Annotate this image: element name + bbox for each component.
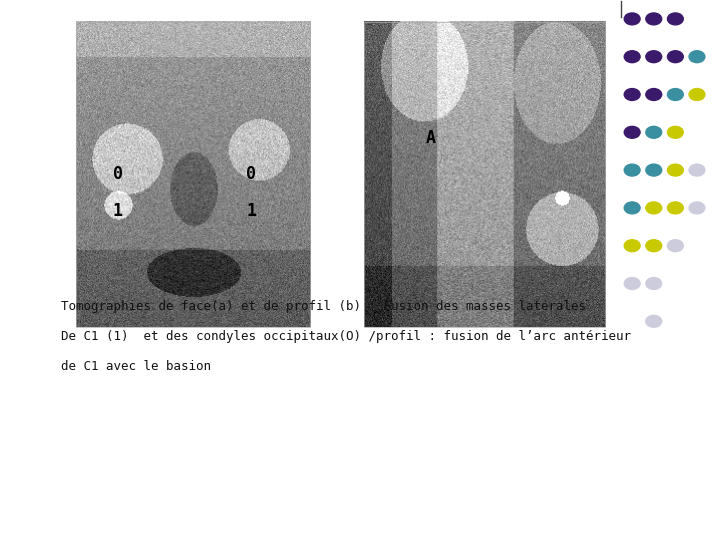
Circle shape (646, 13, 662, 25)
Circle shape (667, 126, 683, 138)
Text: De C1 (1)  et des condyles occipitaux(O) /profil : fusion de l’arc antérieur: De C1 (1) et des condyles occipitaux(O) … (61, 330, 631, 343)
Circle shape (667, 202, 683, 214)
Circle shape (646, 164, 662, 176)
Text: Tomographies de face(a) et de profil (b) : Fusion des masses latérales: Tomographies de face(a) et de profil (b)… (61, 300, 586, 313)
Circle shape (667, 13, 683, 25)
Circle shape (646, 202, 662, 214)
Circle shape (624, 51, 640, 63)
Text: de C1 avec le basion: de C1 avec le basion (61, 360, 211, 373)
Bar (76, 22, 310, 327)
Text: 0: 0 (246, 165, 256, 183)
Circle shape (689, 89, 705, 100)
Text: 1: 1 (113, 202, 122, 220)
Circle shape (646, 240, 662, 252)
Circle shape (667, 89, 683, 100)
Circle shape (646, 126, 662, 138)
Circle shape (667, 51, 683, 63)
Circle shape (667, 164, 683, 176)
Text: A: A (426, 129, 436, 146)
Circle shape (689, 51, 705, 63)
Circle shape (646, 278, 662, 289)
Circle shape (624, 13, 640, 25)
Bar (364, 22, 605, 327)
Circle shape (646, 51, 662, 63)
Circle shape (624, 89, 640, 100)
Circle shape (624, 278, 640, 289)
Circle shape (689, 202, 705, 214)
Circle shape (624, 240, 640, 252)
Circle shape (689, 164, 705, 176)
Circle shape (624, 202, 640, 214)
Text: 1: 1 (246, 202, 256, 220)
Circle shape (624, 164, 640, 176)
Text: 0: 0 (113, 165, 122, 183)
Circle shape (646, 315, 662, 327)
Circle shape (624, 126, 640, 138)
Circle shape (646, 89, 662, 100)
Circle shape (667, 240, 683, 252)
